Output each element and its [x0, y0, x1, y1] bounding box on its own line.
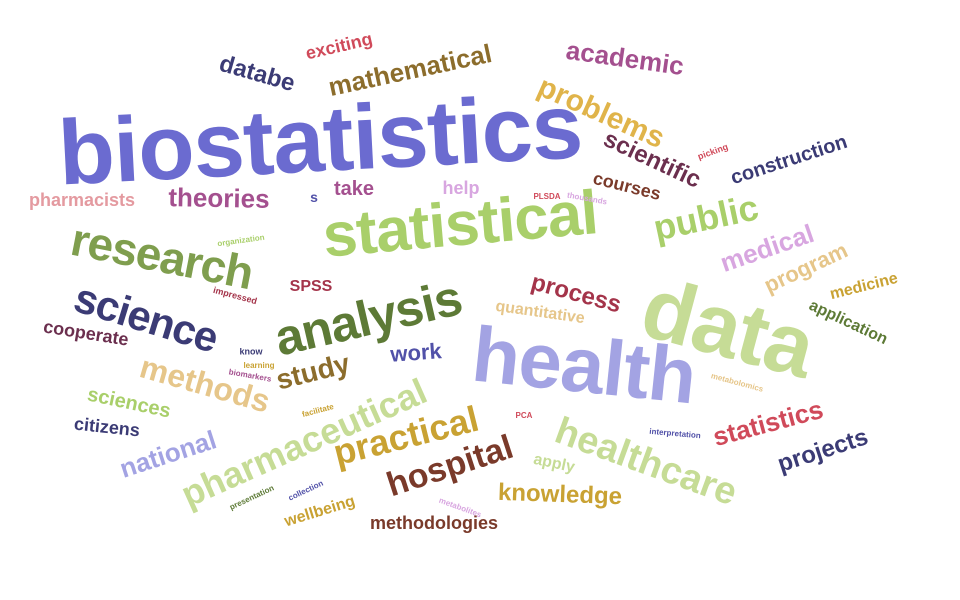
word-medicine: medicine [828, 269, 900, 304]
word-knowledge: knowledge [497, 478, 623, 511]
word-learning: learning [243, 361, 275, 370]
word-take: take [333, 178, 375, 200]
word-help: help [442, 178, 480, 198]
word-know: know [239, 346, 263, 357]
word-public: public [649, 186, 763, 249]
word-biostatistics: biostatistics [55, 75, 585, 205]
word-picking: picking [696, 141, 730, 162]
word-work: work [389, 338, 443, 367]
word-spss: SPSS [289, 278, 333, 295]
word-health: health [468, 309, 700, 421]
word-collection: collection [286, 478, 325, 503]
word-pca: PCA [515, 411, 533, 420]
word-methodologies: methodologies [369, 513, 499, 533]
word-exciting: exciting [303, 28, 375, 64]
word-interpretation: interpretation [648, 426, 702, 441]
word-citizens: citizens [73, 413, 141, 441]
word-theories: theories [168, 182, 270, 214]
word-s: s [310, 189, 318, 205]
word-plsda: PLSDA [533, 192, 561, 201]
word-construction: construction [728, 130, 850, 190]
word-databe: databe [216, 49, 299, 98]
word-projects: projects [774, 423, 872, 478]
word-pharmacists: pharmacists [28, 190, 136, 210]
word-academic: academic [564, 34, 686, 82]
